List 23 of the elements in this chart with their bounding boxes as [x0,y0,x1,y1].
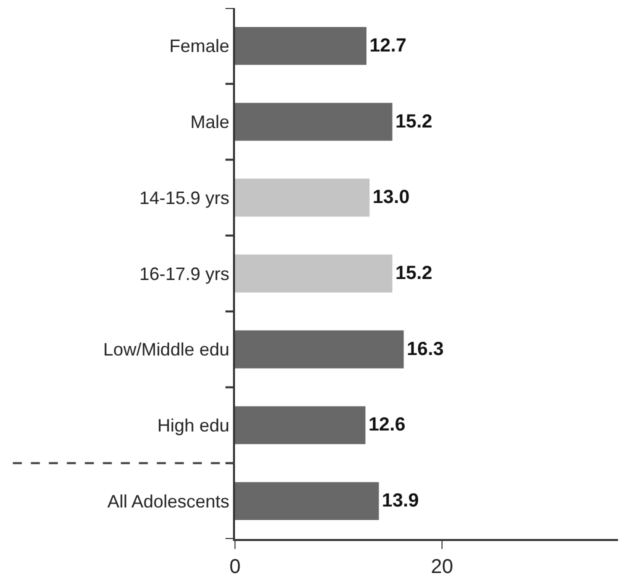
y-tick-label: Male [190,112,230,132]
y-tick-label: Female [169,36,230,56]
y-tick-label: 14-15.9 yrs [139,188,230,208]
x-tick-label: 20 [430,556,454,578]
y-tick-label: High edu [157,416,230,436]
data-label: 12.6 [368,414,406,436]
data-label: 12.7 [369,35,406,56]
y-tick-label: 16-17.9 yrs [139,264,230,284]
data-label: 16.3 [406,338,444,360]
bar [235,406,366,444]
data-label: 15.2 [395,263,432,284]
bar [235,26,366,65]
bar [235,330,404,368]
y-tick-label: Low/Middle edu [103,340,230,360]
bar [235,482,379,520]
data-label: 13.0 [372,187,410,208]
x-tick-label: 0 [229,556,241,578]
data-label: 15.2 [395,111,432,132]
y-tick-label: All Adolescents [107,491,230,512]
bar [235,254,392,292]
bar [235,178,370,217]
data-label: 13.9 [382,490,419,512]
bar [235,102,392,141]
